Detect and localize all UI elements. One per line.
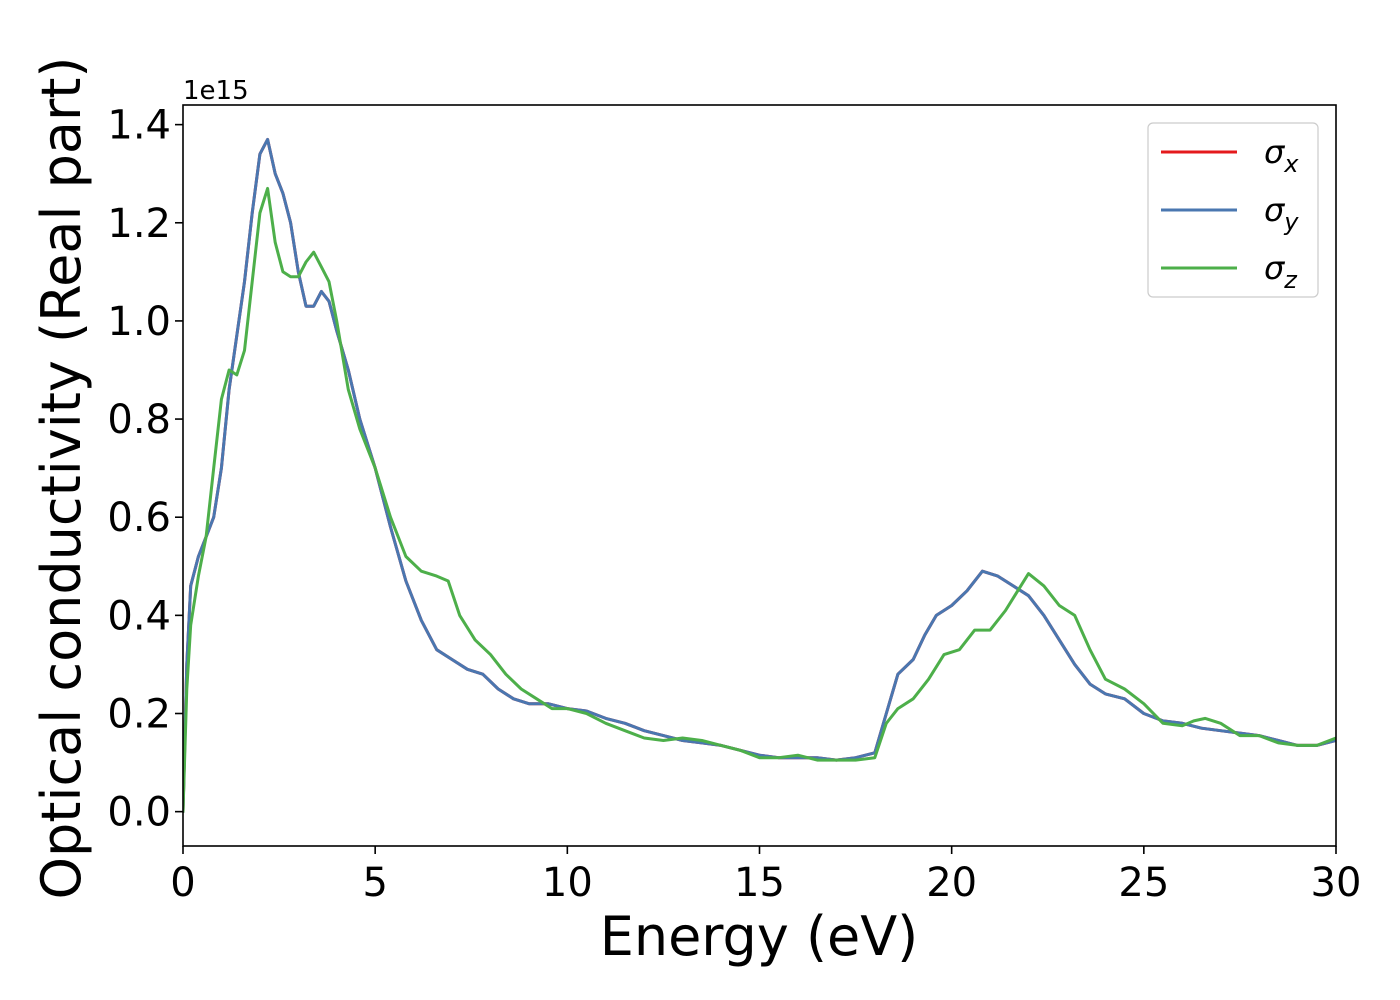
x-tick-label: 20	[926, 860, 977, 906]
y-tick-label: 1.2	[107, 201, 171, 247]
x-tick-label: 15	[734, 860, 785, 906]
y-tick-label: 0.2	[107, 692, 171, 738]
legend-symbol: σ	[1264, 191, 1286, 229]
legend-label-x: σx	[1264, 133, 1299, 178]
series-lines	[183, 137, 1336, 814]
y-tick-label: 0.0	[107, 790, 171, 836]
legend-symbol: σ	[1264, 249, 1286, 287]
y-tick-label: 1.0	[107, 299, 171, 345]
y-axis-label: Optical conductivity (Real part)	[30, 57, 93, 900]
legend-subscript: y	[1283, 208, 1299, 236]
x-tick-label: 10	[542, 860, 593, 906]
series-line-z	[183, 186, 1336, 814]
y-tick-label: 0.4	[107, 593, 171, 639]
series-line-y	[183, 137, 1336, 814]
legend-subscript: z	[1283, 266, 1298, 294]
legend-symbol: σ	[1264, 133, 1286, 171]
legend-subscript: x	[1283, 150, 1299, 178]
x-axis-label: Energy (eV)	[600, 905, 919, 968]
y-tick-label: 0.8	[107, 397, 171, 443]
x-tick-label: 5	[362, 860, 387, 906]
x-tick-label: 30	[1311, 860, 1362, 906]
x-axis: 0 5 10 15 20 25 30	[170, 846, 1361, 906]
legend-label-z: σz	[1264, 249, 1298, 294]
y-tick-label: 0.6	[107, 495, 171, 541]
y-offset-label: 1e15	[183, 76, 249, 106]
y-axis: 0.0 0.2 0.4 0.6 0.8 1.0 1.2 1.4	[107, 103, 183, 836]
x-tick-label: 25	[1118, 860, 1169, 906]
y-tick-label: 1.4	[107, 103, 171, 149]
legend-label-y: σy	[1264, 191, 1299, 236]
x-tick-label: 0	[170, 860, 195, 906]
